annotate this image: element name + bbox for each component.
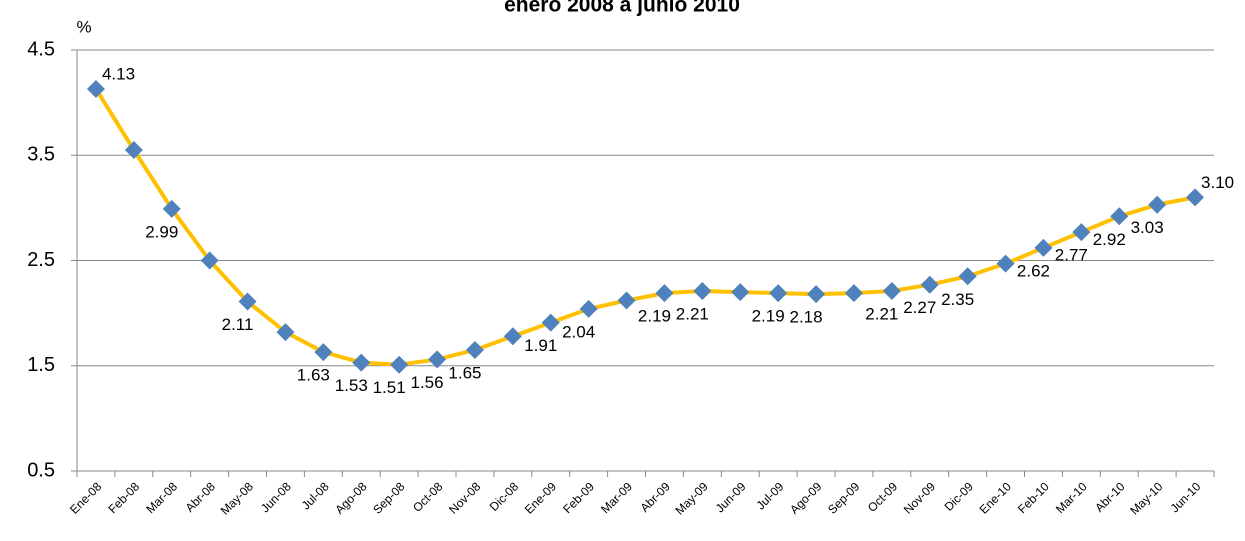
marker xyxy=(1110,207,1129,226)
data-label: 2.35 xyxy=(941,290,974,309)
x-tick-label: Dic-08 xyxy=(487,479,522,514)
data-label: 1.56 xyxy=(411,373,444,392)
x-tick-label: Feb-09 xyxy=(560,479,597,516)
marker xyxy=(1186,188,1205,207)
x-tick-label: Nov-08 xyxy=(446,479,483,516)
y-tick-label: 0.5 xyxy=(27,459,55,481)
marker xyxy=(1148,195,1167,214)
x-tick-label: Sep-09 xyxy=(825,479,862,516)
marker xyxy=(731,283,750,302)
x-tick-label: Oct-08 xyxy=(410,479,446,515)
marker xyxy=(1072,223,1091,242)
data-label: 2.92 xyxy=(1093,230,1126,249)
marker xyxy=(655,284,674,303)
data-label: 2.21 xyxy=(865,305,898,324)
data-label: 2.18 xyxy=(790,308,823,327)
data-label: 1.63 xyxy=(297,366,330,385)
x-tick-label: Mar-08 xyxy=(143,479,180,516)
marker xyxy=(428,350,447,369)
x-tick-label: Jul-09 xyxy=(754,479,787,512)
marker xyxy=(86,79,105,98)
x-tick-label: Oct-09 xyxy=(865,479,901,515)
marker xyxy=(882,282,901,301)
data-label: 2.27 xyxy=(903,298,936,317)
data-label: 4.13 xyxy=(102,64,135,83)
x-tick-label: Sep-08 xyxy=(370,479,407,516)
data-label: 3.10 xyxy=(1201,173,1234,192)
x-tick-label: Ene-10 xyxy=(977,479,1014,516)
y-tick-label: 1.5 xyxy=(27,354,55,376)
x-tick-label: May-09 xyxy=(673,479,711,517)
x-tick-label: Ago-09 xyxy=(787,479,824,516)
x-tick-label: Jun-10 xyxy=(1168,479,1204,515)
marker xyxy=(162,199,181,218)
x-tick-label: Ene-09 xyxy=(522,479,559,516)
marker xyxy=(1034,238,1053,257)
x-tick-label: Jun-08 xyxy=(258,479,294,515)
x-tick-label: Mar-09 xyxy=(598,479,635,516)
x-tick-label: May-08 xyxy=(218,479,256,517)
x-tick-label: Ene-08 xyxy=(67,479,104,516)
data-label: 1.65 xyxy=(448,363,481,382)
x-tick-label: Abr-10 xyxy=(1092,479,1128,515)
data-label: 2.21 xyxy=(676,305,709,324)
y-tick-label: 3.5 xyxy=(27,144,55,166)
data-label: 2.04 xyxy=(562,322,595,341)
marker xyxy=(352,353,371,372)
marker xyxy=(503,327,522,346)
marker xyxy=(844,284,863,303)
marker xyxy=(276,323,295,342)
data-label: 1.51 xyxy=(373,378,406,397)
marker xyxy=(238,292,257,311)
marker xyxy=(579,299,598,318)
chart-title: enero 2008 a junio 2010 xyxy=(504,0,740,17)
marker xyxy=(769,284,788,303)
marker xyxy=(390,355,409,374)
marker xyxy=(617,291,636,310)
y-tick-label: 2.5 xyxy=(27,249,55,271)
data-label: 1.53 xyxy=(335,376,368,395)
marker xyxy=(124,140,143,159)
marker xyxy=(807,285,826,304)
marker xyxy=(996,254,1015,273)
data-label: 2.11 xyxy=(222,315,254,334)
marker xyxy=(920,275,939,294)
y-axis-label: % xyxy=(76,17,91,36)
data-label: 1.91 xyxy=(524,336,557,355)
marker xyxy=(200,251,219,270)
x-tick-label: Nov-09 xyxy=(901,479,938,516)
x-tick-label: Feb-08 xyxy=(105,479,142,516)
x-tick-label: Ago-08 xyxy=(332,479,369,516)
data-label: 2.19 xyxy=(752,307,785,326)
x-tick-label: Feb-10 xyxy=(1015,479,1052,516)
data-label: 2.19 xyxy=(638,307,671,326)
data-label: 2.77 xyxy=(1055,246,1088,265)
marker xyxy=(958,267,977,286)
data-label: 2.62 xyxy=(1017,261,1050,280)
marker xyxy=(314,343,333,362)
x-tick-label: Jul-08 xyxy=(299,479,332,512)
y-tick-label: 4.5 xyxy=(27,38,55,60)
marker xyxy=(693,282,712,301)
x-tick-label: Dic-09 xyxy=(942,479,977,514)
x-tick-label: Abr-08 xyxy=(183,479,219,515)
x-tick-label: May-10 xyxy=(1127,479,1165,517)
data-label: 3.03 xyxy=(1131,218,1164,237)
data-label: 2.99 xyxy=(145,222,178,241)
x-tick-label: Abr-09 xyxy=(637,479,673,515)
marker xyxy=(465,340,484,359)
x-tick-label: Mar-10 xyxy=(1053,479,1090,516)
marker xyxy=(541,313,560,332)
x-tick-label: Jun-09 xyxy=(713,479,749,515)
